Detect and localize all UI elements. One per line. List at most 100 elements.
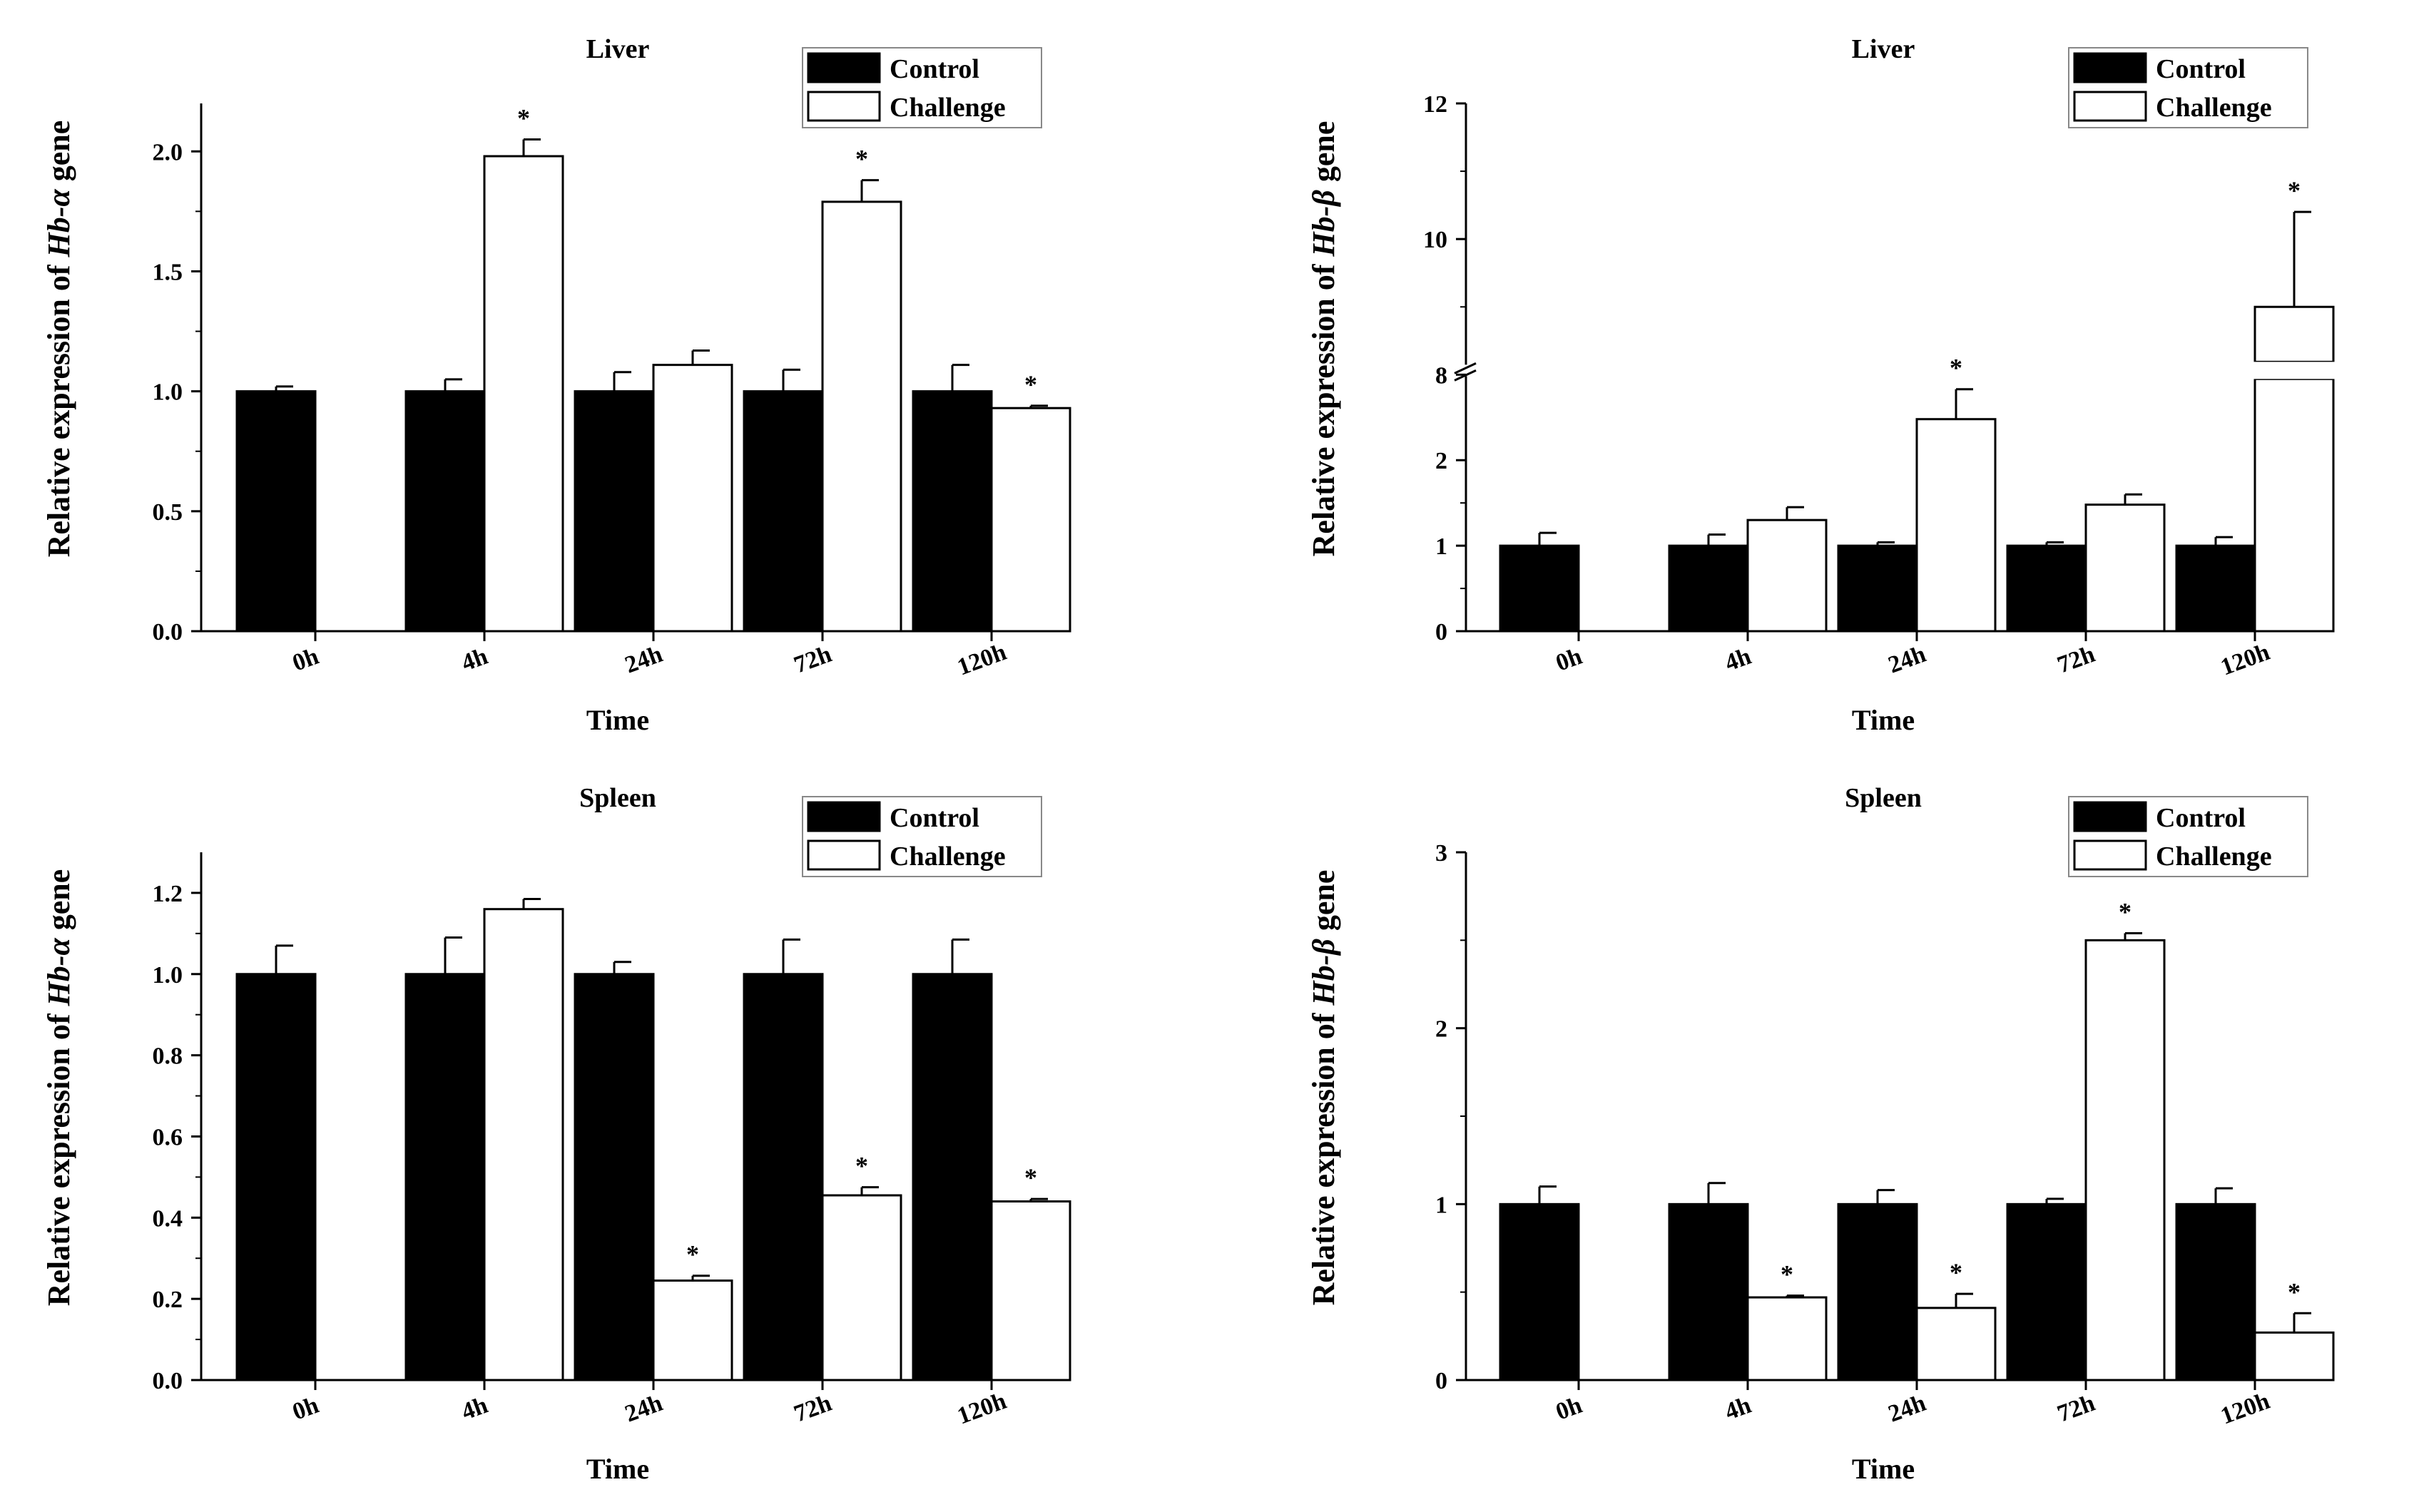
control-bar bbox=[1668, 544, 1749, 633]
y-tick-label: 1 bbox=[1435, 533, 1447, 560]
significance-marker: * bbox=[517, 103, 530, 132]
x-tick-label: 4h bbox=[1721, 1392, 1754, 1426]
x-tick-label: 72h bbox=[2054, 1390, 2098, 1428]
control-bar bbox=[1499, 544, 1580, 633]
significance-marker: * bbox=[855, 1152, 868, 1180]
y-tick-label: 1.5 bbox=[153, 259, 183, 285]
y-axis-label-prefix: Relative expression of bbox=[1306, 257, 1341, 557]
x-tick-label: 72h bbox=[2054, 641, 2098, 679]
challenge-bar bbox=[652, 1279, 733, 1381]
y-axis-label-prefix: Relative expression of bbox=[41, 1006, 76, 1306]
x-tick-label: 4h bbox=[458, 643, 491, 677]
challenge-bar bbox=[2084, 504, 2166, 633]
control-bar bbox=[912, 973, 993, 1381]
y-tick-label: 0.4 bbox=[153, 1205, 183, 1232]
challenge-bar bbox=[2253, 377, 2335, 633]
y-axis-label-gene: Hb-β bbox=[1306, 190, 1341, 257]
control-bar bbox=[235, 973, 317, 1381]
control-bar bbox=[1499, 1202, 1580, 1381]
y-tick-label: 1.0 bbox=[153, 379, 183, 406]
x-tick-label: 4h bbox=[1721, 643, 1754, 677]
legend: Control Challenge bbox=[802, 47, 1042, 128]
control-bar bbox=[743, 973, 824, 1381]
chart-title: Spleen bbox=[579, 783, 656, 813]
control-bar bbox=[404, 390, 486, 633]
y-tick-label: 3 bbox=[1435, 840, 1447, 867]
x-tick-label: 24h bbox=[621, 1390, 666, 1428]
control-bar bbox=[912, 390, 993, 633]
x-axis-label: Time bbox=[586, 704, 649, 736]
x-tick-label: 120h bbox=[2217, 1388, 2273, 1430]
y-tick-label: 2 bbox=[1435, 448, 1447, 474]
x-tick-label: 24h bbox=[621, 641, 666, 679]
legend-swatch-control bbox=[807, 801, 881, 832]
legend-label-challenge: Challenge bbox=[2156, 842, 2272, 872]
legend-swatch-challenge bbox=[807, 91, 881, 122]
challenge-bar bbox=[483, 155, 564, 633]
significance-marker: * bbox=[1950, 354, 1962, 382]
legend-swatch-challenge bbox=[2073, 839, 2147, 871]
x-tick-label: 0h bbox=[1552, 643, 1585, 677]
challenge-bar bbox=[1746, 519, 1828, 633]
y-tick-label: 0.0 bbox=[153, 1368, 183, 1394]
control-bar bbox=[743, 390, 824, 633]
panel-spleen-hb-alpha: 0.0 0.2 0.4 0.6 0.8 1.0 1.2 0h 4h 24h * 72h * 120h * Sp… bbox=[41, 783, 1071, 1485]
challenge-bar bbox=[2253, 305, 2335, 363]
control-bar bbox=[235, 390, 317, 633]
x-tick-label: 0h bbox=[289, 643, 322, 677]
y-tick-label: 0 bbox=[1435, 619, 1447, 645]
legend-label-control: Control bbox=[2156, 803, 2246, 833]
y-tick-label: 2.0 bbox=[153, 139, 183, 165]
x-axis-label: Time bbox=[1852, 1453, 1915, 1485]
legend: Control Challenge bbox=[2068, 47, 2308, 128]
chart-title: Liver bbox=[1852, 34, 1915, 64]
x-axis-label: Time bbox=[1852, 704, 1915, 736]
panel-spleen-hb-beta: 0 1 2 3 0h 4h * 24h * 72h * 120h * Spleen Time Relative… bbox=[1306, 783, 2335, 1485]
y-tick-label: 1.2 bbox=[153, 881, 183, 907]
y-axis-label-suffix: gene bbox=[1306, 870, 1341, 939]
x-tick-label: 0h bbox=[1552, 1392, 1585, 1426]
challenge-bar bbox=[990, 1200, 1071, 1381]
y-tick-label: 2 bbox=[1435, 1016, 1447, 1043]
y-axis-label: Relative expression of Hb-β gene bbox=[1306, 870, 1341, 1306]
y-axis-label: Relative expression of Hb-α gene bbox=[41, 121, 76, 558]
y-tick-label: 0.0 bbox=[153, 619, 183, 645]
y-tick-label: 0.6 bbox=[153, 1124, 183, 1150]
bar-break-gap bbox=[2253, 362, 2335, 379]
y-tick-label: 0.5 bbox=[153, 499, 183, 526]
control-bar bbox=[2006, 1202, 2087, 1381]
x-axis-label: Time bbox=[586, 1453, 649, 1485]
x-tick-label: 120h bbox=[954, 1388, 1009, 1430]
challenge-bar bbox=[1915, 1307, 1997, 1381]
y-tick-label: 1.0 bbox=[153, 962, 183, 989]
challenge-bar bbox=[1915, 418, 1997, 633]
x-tick-label: 4h bbox=[458, 1392, 491, 1426]
x-tick-label: 120h bbox=[2217, 639, 2273, 681]
y-axis-label-suffix: gene bbox=[41, 869, 76, 939]
legend-swatch-challenge bbox=[807, 839, 881, 871]
control-bar bbox=[1668, 1202, 1749, 1381]
significance-marker: * bbox=[686, 1240, 699, 1269]
significance-marker: * bbox=[1950, 1258, 1962, 1287]
significance-marker: * bbox=[1024, 1163, 1037, 1192]
y-axis-label-gene: Hb-β bbox=[1306, 939, 1341, 1006]
significance-marker: * bbox=[2288, 176, 2301, 205]
y-tick-label: 0.2 bbox=[153, 1287, 183, 1313]
y-axis-label: Relative expression of Hb-β gene bbox=[1306, 121, 1341, 557]
legend-label-control: Control bbox=[890, 803, 979, 833]
significance-marker: * bbox=[2119, 897, 2132, 926]
legend: Control Challenge bbox=[2068, 796, 2308, 877]
x-tick-label: 72h bbox=[790, 1390, 835, 1428]
y-axis-label-gene: Hb-α bbox=[41, 189, 76, 258]
significance-marker: * bbox=[2288, 1277, 2301, 1306]
y-axis-label-prefix: Relative expression of bbox=[41, 257, 76, 557]
significance-marker: * bbox=[855, 145, 868, 173]
legend-swatch-control bbox=[2073, 801, 2147, 832]
legend-swatch-challenge bbox=[2073, 91, 2147, 122]
challenge-bar bbox=[1746, 1296, 1828, 1381]
legend: Control Challenge bbox=[802, 796, 1042, 877]
y-axis-label-suffix: gene bbox=[1306, 121, 1341, 190]
challenge-bar bbox=[483, 908, 564, 1381]
panel-liver-hb-alpha: 0.0 0.5 1.0 1.5 2.0 0h 4h * 24h 72h * 120h * Liver Tim… bbox=[41, 34, 1071, 736]
